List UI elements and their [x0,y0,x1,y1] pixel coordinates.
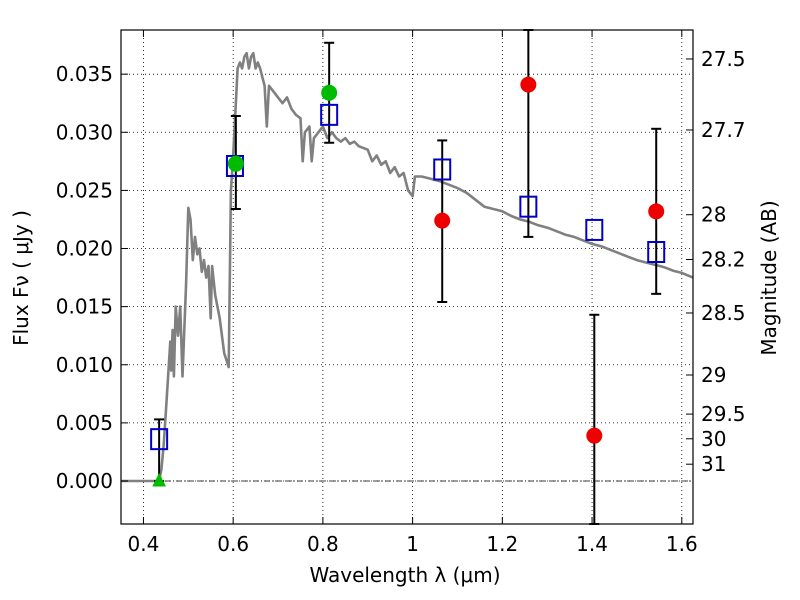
mag-tick-label: 27.5 [701,47,746,71]
detection-point [227,155,244,172]
model-spectrum-line [121,51,694,483]
model-photometry-point [519,195,538,218]
mag-tick-label: 28.2 [701,248,746,272]
x-tick-label: 1.2 [486,532,518,556]
y-tick-label: 0.020 [56,237,113,261]
data-markers [150,76,666,487]
mag-tick-label: 29 [701,363,726,387]
grid-lines [121,30,693,524]
x-tick-label: 1.4 [576,532,608,556]
model-spectrum [121,51,694,483]
x-tick-label: 0.8 [307,532,339,556]
y-axis-left: 0.000 0.005 0.010 0.015 0.020 0.025 0.030 0.035 [56,62,128,493]
mag-tick-label: 28 [701,203,726,227]
mag-tick-label: 27.7 [701,118,746,142]
mag-tick-label: 31 [701,452,726,476]
mag-tick-label: 29.5 [701,402,746,426]
y-tick-label: 0.005 [56,411,113,435]
y-tick-label: 0.015 [56,295,113,319]
y-axis-title: Flux Fν ( μJy ) [9,210,33,346]
model-photometry-point [433,158,452,181]
model-photometry-point [320,103,339,126]
y-tick-label: 0.010 [56,353,113,377]
y-axis-right-title: Magnitude (AB) [757,200,781,355]
detection-point [321,84,338,101]
low-snr-point [520,76,537,93]
x-axis-title: Wavelength λ (μm) [309,563,500,587]
low-snr-point [434,212,451,229]
model-photometry-point [150,428,169,451]
x-tick-label: 0.4 [128,532,160,556]
model-photometry-point [647,241,666,264]
low-snr-point [586,427,603,444]
y-tick-label: 0.000 [56,469,113,493]
low-snr-point [648,203,665,220]
plot-frame [120,29,694,525]
x-tick-label: 1.6 [666,532,698,556]
y-tick-label: 0.030 [56,120,113,144]
x-tick-label: 1 [406,532,419,556]
y-tick-label: 0.035 [56,62,113,86]
mag-tick-label: 30 [701,427,726,451]
mag-tick-label: 28.5 [701,301,746,325]
model-photometry-point [585,218,604,241]
x-tick-label: 0.6 [217,532,249,556]
y-tick-label: 0.025 [56,178,113,202]
x-axis: 0.4 0.6 0.8 1 1.2 1.4 1.6 [128,30,698,556]
upper-limit-marker [152,472,166,487]
